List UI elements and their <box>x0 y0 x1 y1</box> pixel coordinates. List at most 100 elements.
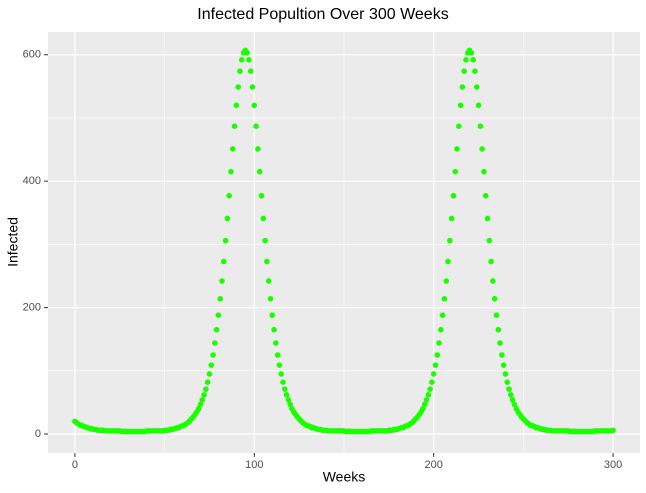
point <box>425 392 432 398</box>
y-tick-label: 600 <box>23 49 41 61</box>
point <box>271 326 277 333</box>
y-tick-label: 0 <box>35 428 41 440</box>
point <box>468 50 475 56</box>
point <box>212 340 218 346</box>
point <box>224 215 231 222</box>
point <box>438 326 444 333</box>
point <box>427 386 433 392</box>
point <box>430 371 437 377</box>
point <box>500 362 507 368</box>
point <box>443 278 450 284</box>
point <box>231 123 238 129</box>
y-tick-label: 400 <box>23 175 41 187</box>
point <box>246 57 252 63</box>
point <box>199 397 206 403</box>
point <box>475 102 482 109</box>
point <box>484 215 491 222</box>
point <box>452 168 459 175</box>
point <box>436 340 442 346</box>
point <box>265 278 272 284</box>
point <box>502 371 509 377</box>
point <box>457 102 464 109</box>
point <box>197 401 204 408</box>
point <box>447 237 453 244</box>
point <box>448 215 455 222</box>
point <box>269 312 276 318</box>
point <box>441 295 448 302</box>
point <box>280 379 286 386</box>
point <box>247 68 254 74</box>
point <box>486 237 493 244</box>
point <box>204 379 211 386</box>
point <box>491 295 498 302</box>
point <box>509 397 516 403</box>
point <box>217 295 224 302</box>
point <box>210 352 216 358</box>
x-tick-label: 300 <box>604 459 622 471</box>
point <box>282 386 288 392</box>
point <box>454 146 460 152</box>
point <box>481 168 487 175</box>
point <box>421 401 428 408</box>
x-tick-label: 0 <box>72 459 78 471</box>
point <box>228 168 234 175</box>
x-tick-label: 200 <box>425 459 443 471</box>
point <box>287 401 293 408</box>
point <box>461 68 467 74</box>
point <box>201 392 207 398</box>
point <box>244 50 250 56</box>
point <box>213 326 220 333</box>
point <box>504 379 511 386</box>
point <box>195 405 202 412</box>
point <box>278 371 285 377</box>
point <box>445 258 451 265</box>
point <box>463 57 469 63</box>
point <box>423 397 430 403</box>
point <box>470 57 476 63</box>
point <box>472 68 478 74</box>
point <box>235 84 241 90</box>
point <box>258 192 265 199</box>
point <box>229 146 236 152</box>
point <box>237 68 243 74</box>
point <box>215 312 222 318</box>
point <box>285 397 292 403</box>
point <box>511 401 518 408</box>
point <box>434 352 441 358</box>
point <box>251 102 258 109</box>
point <box>264 258 270 265</box>
y-axis-label: Infected <box>5 217 21 267</box>
point <box>233 102 240 109</box>
point <box>493 312 500 318</box>
point <box>459 84 466 90</box>
point <box>508 392 514 398</box>
point <box>273 340 279 346</box>
point <box>253 123 259 129</box>
point <box>260 215 267 222</box>
point <box>499 352 505 358</box>
x-axis-label: Weeks <box>323 469 366 485</box>
point <box>238 57 245 63</box>
point <box>262 237 268 244</box>
point <box>495 326 502 333</box>
point <box>208 362 215 368</box>
point <box>219 278 225 284</box>
grid <box>48 32 640 453</box>
point <box>274 352 281 358</box>
point <box>206 371 213 377</box>
point <box>477 123 484 129</box>
point <box>429 379 435 386</box>
point <box>256 168 263 175</box>
point <box>255 146 261 152</box>
point <box>497 340 503 346</box>
point <box>249 84 256 90</box>
point <box>221 258 227 265</box>
point <box>482 192 489 199</box>
point <box>439 312 446 318</box>
point <box>276 362 283 368</box>
points <box>72 47 616 435</box>
chart-title: Infected Popultion Over 300 Weeks <box>197 6 448 23</box>
point <box>456 123 462 129</box>
